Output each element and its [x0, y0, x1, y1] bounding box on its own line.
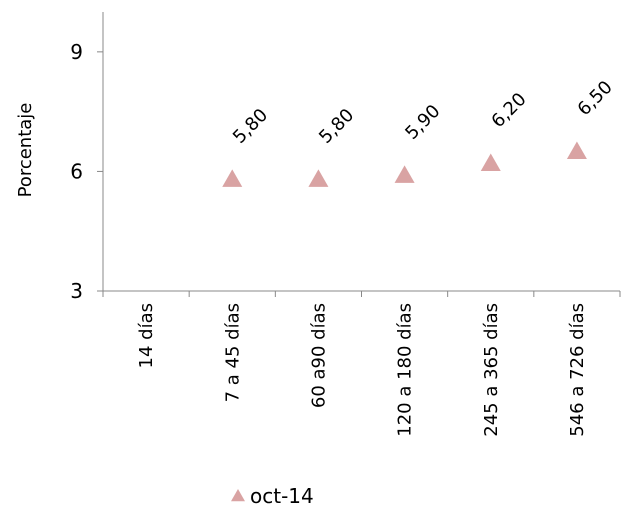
data-label: 6,20	[487, 89, 530, 132]
legend-label: oct-14	[250, 484, 314, 508]
legend-marker	[231, 489, 245, 502]
data-point-marker	[480, 153, 501, 171]
data-point-marker	[394, 165, 415, 183]
x-tick-label: 245 a 365 días	[481, 303, 502, 437]
data-label: 5,80	[315, 105, 358, 148]
y-axis: 3 6 9	[70, 12, 104, 303]
y-tick-label: 3	[70, 279, 83, 303]
y-tick-label: 6	[70, 159, 83, 183]
x-tick-label: 546 a 726 días	[567, 303, 588, 437]
data-label: 5,90	[401, 101, 444, 144]
series-markers	[222, 141, 587, 187]
data-point-marker	[222, 169, 243, 187]
data-labels: 5,80 5,80 5,90 6,20 6,50	[229, 77, 617, 148]
y-axis-title: Porcentaje	[15, 103, 36, 198]
data-point-marker	[308, 169, 329, 187]
data-point-marker	[566, 141, 587, 159]
x-tick-label: 120 a 180 días	[395, 303, 416, 437]
y-tick-label: 9	[70, 40, 83, 64]
data-label: 5,80	[229, 105, 272, 148]
x-tick-label: 7 a 45 días	[222, 303, 243, 402]
x-tick-label: 14 días	[136, 303, 157, 368]
legend: oct-14	[231, 484, 314, 508]
data-label: 6,50	[574, 77, 617, 120]
x-tick-label: 60 a90 días	[308, 303, 329, 408]
x-axis: 14 días 7 a 45 días 60 a90 días 120 a 180 d…	[102, 290, 621, 437]
